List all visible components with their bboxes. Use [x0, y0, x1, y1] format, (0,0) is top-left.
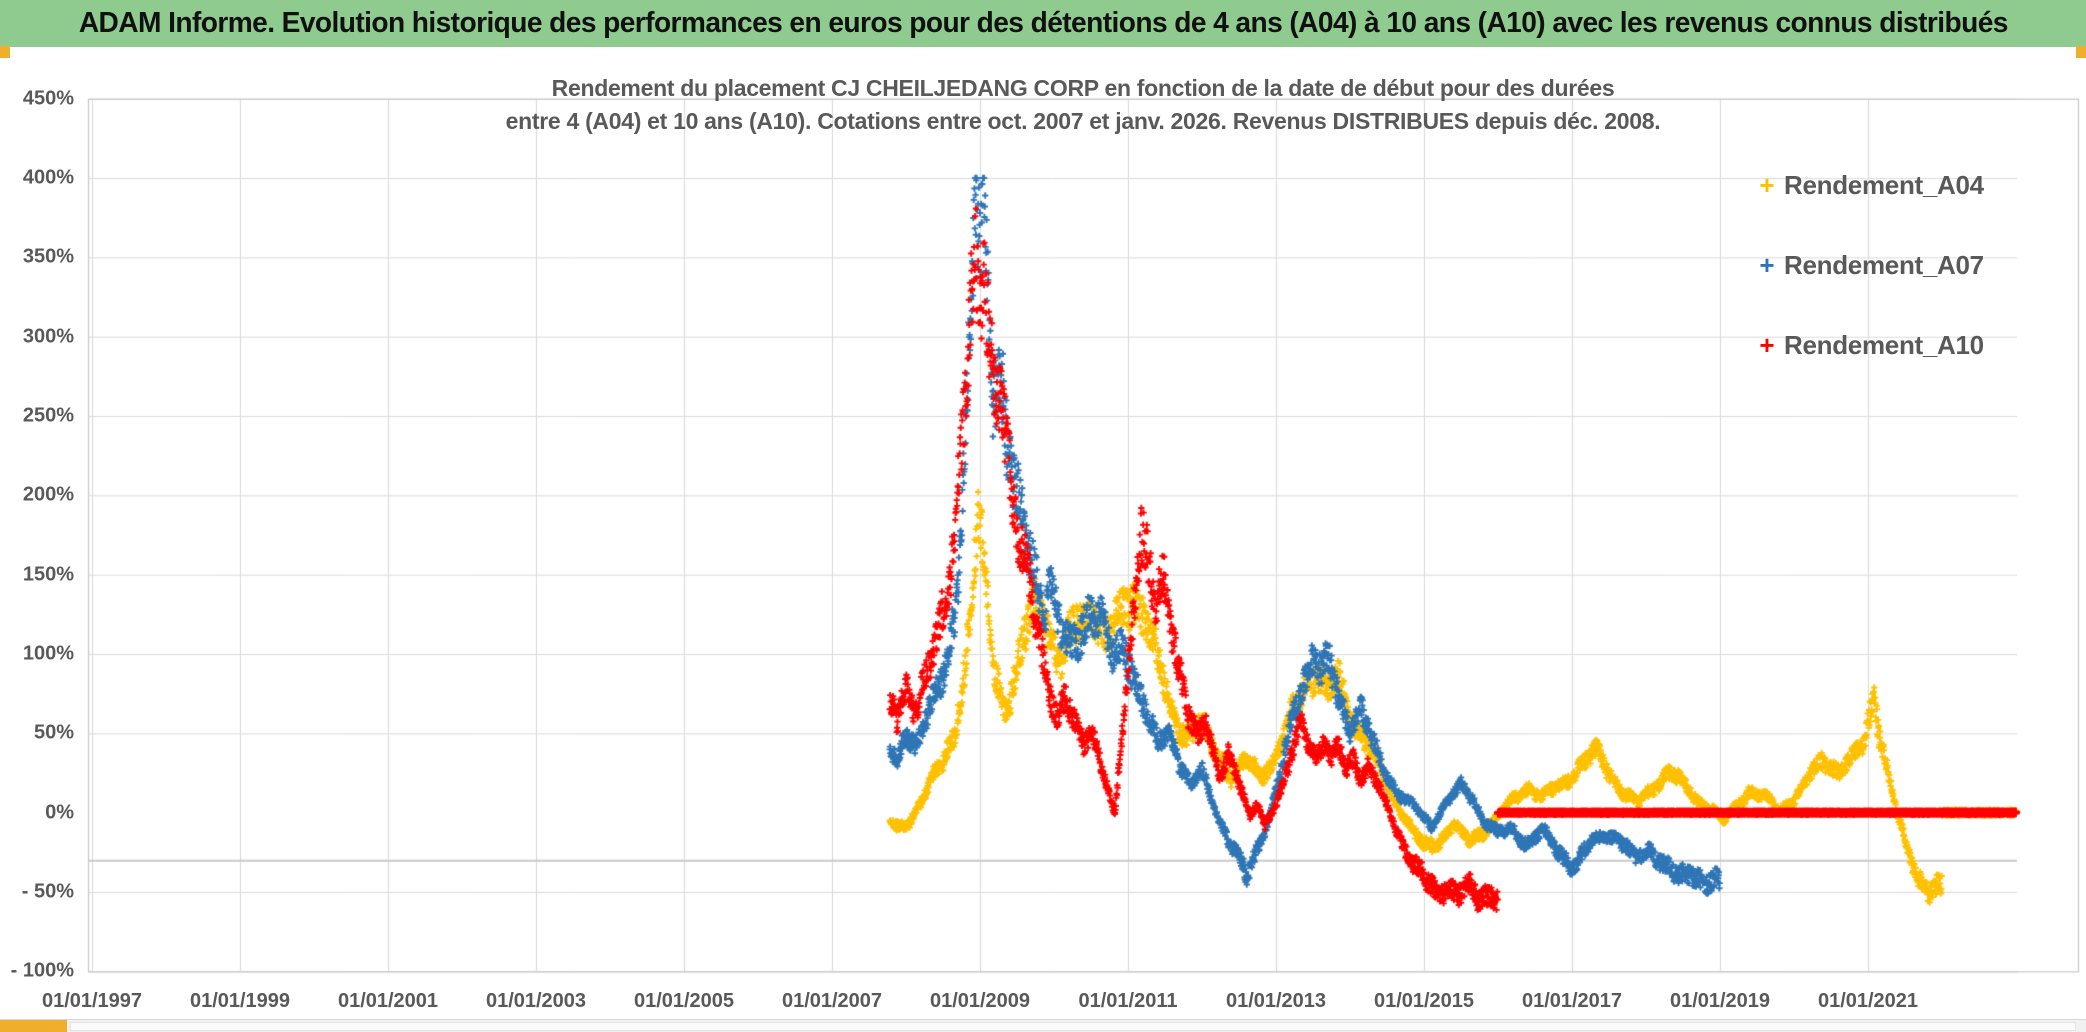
x-axis-tick-label: 01/01/2001 — [337, 990, 439, 1012]
x-axis-tick-label: 01/01/2019 — [1669, 990, 1771, 1012]
y-axis-tick-label: 450% — [22, 87, 74, 110]
legend-plus-marker-icon: + — [1759, 329, 1775, 360]
y-axis-tick-label: 250% — [22, 404, 74, 427]
plot-canvas[interactable] — [0, 58, 2086, 1019]
x-axis-tick-label: 01/01/2015 — [1373, 990, 1475, 1012]
chart-panel: Rendement du placement CJ CHEILJEDANG CO… — [0, 58, 2086, 1019]
x-axis-tick-label: 01/01/1997 — [41, 990, 143, 1012]
legend-item-label: Rendement_A07 — [1784, 249, 1984, 280]
y-axis-tick-label: - 100% — [10, 959, 74, 982]
legend-plus-marker-icon: + — [1759, 169, 1775, 200]
gold-border-top-left — [0, 46, 10, 58]
y-axis-tick-label: 200% — [22, 483, 74, 506]
x-axis-tick-label: 01/01/2011 — [1078, 990, 1178, 1012]
gold-border-top-right — [2076, 46, 2086, 58]
x-axis-tick-label: 01/01/2017 — [1521, 990, 1623, 1012]
y-axis-tick-label: - 50% — [21, 880, 74, 903]
y-axis-tick-label: 300% — [22, 325, 74, 348]
legend-plus-marker-icon: + — [1759, 249, 1775, 280]
y-axis-tick-label: 50% — [33, 721, 74, 744]
legend: + Rendement_A04 + Rendement_A07 + Rendement_A… — [1750, 168, 2070, 408]
x-axis-tick-label: 01/01/2013 — [1225, 990, 1327, 1012]
scrollbar-track[interactable] — [70, 1022, 2076, 1031]
chart-title-line2: entre 4 (A04) et 10 ans (A10). Cotations… — [505, 108, 1661, 134]
y-axis-tick-label: 150% — [22, 563, 74, 586]
x-axis-tick-label: 01/01/2009 — [929, 990, 1031, 1012]
scrollbar-gold-segment[interactable] — [0, 1020, 67, 1032]
legend-item-label: Rendement_A10 — [1784, 329, 1984, 360]
legend-item-rendement_a04[interactable]: + Rendement_A04 — [1750, 168, 2070, 202]
y-axis-tick-label: 0% — [45, 801, 74, 824]
chart-title: Rendement du placement CJ CHEILJEDANG CO… — [88, 72, 2078, 138]
legend-item-rendement_a10[interactable]: + Rendement_A10 — [1750, 328, 2070, 362]
bottom-scrollbar[interactable] — [0, 1019, 2086, 1032]
banner-title: ADAM Informe. Evolution historique des p… — [78, 7, 2009, 39]
top-banner: ADAM Informe. Evolution historique des p… — [0, 0, 2086, 47]
chart-title-line1: Rendement du placement CJ CHEILJEDANG CO… — [551, 75, 1615, 101]
x-axis-tick-label: 01/01/2021 — [1817, 990, 1919, 1012]
y-axis-tick-label: 100% — [22, 642, 74, 665]
x-axis-tick-label: 01/01/2003 — [485, 990, 587, 1012]
y-axis-tick-label: 350% — [22, 245, 74, 268]
legend-item-label: Rendement_A04 — [1784, 169, 1984, 200]
x-axis-tick-label: 01/01/1999 — [189, 990, 291, 1012]
x-axis-tick-label: 01/01/2007 — [781, 990, 883, 1012]
y-axis-tick-label: 400% — [22, 166, 74, 189]
legend-item-rendement_a07[interactable]: + Rendement_A07 — [1750, 248, 2070, 282]
x-axis-tick-label: 01/01/2005 — [633, 990, 735, 1012]
